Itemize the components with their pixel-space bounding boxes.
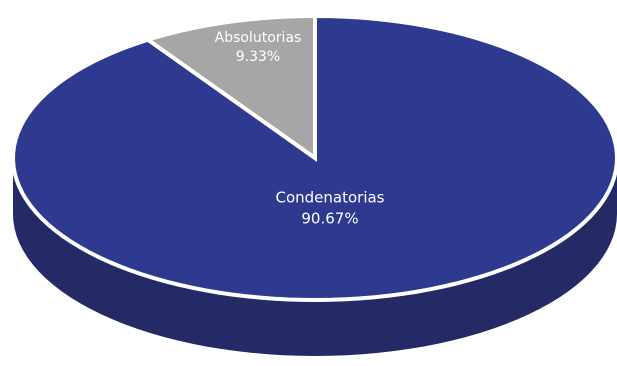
slice-label-absolutorias-value: 9.33%: [236, 49, 280, 65]
slice-label-absolutorias-name: Absolutorias: [215, 30, 302, 46]
slice-label-condenatorias-value: 90.67%: [301, 210, 358, 228]
slice-label-condenatorias-name: Condenatorias: [275, 189, 384, 207]
pie-slice-absolutorias: [143, 14, 317, 162]
pie-top-layer: [11, 13, 617, 303]
pie-side-layer: [13, 158, 617, 356]
pie-side-condenatorias: [13, 158, 617, 356]
